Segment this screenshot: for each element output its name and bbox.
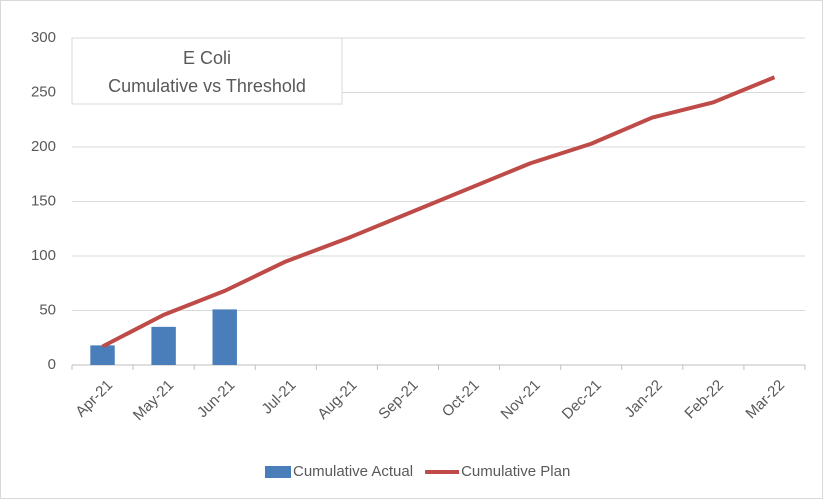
bar [212, 309, 237, 365]
y-tick-label: 0 [48, 356, 56, 373]
y-tick-label: 50 [39, 301, 56, 318]
y-tick-label: 200 [31, 138, 56, 155]
y-tick-label: 300 [31, 29, 56, 46]
y-tick-label: 150 [31, 192, 56, 209]
legend-label: Cumulative Actual [293, 463, 413, 480]
bar [151, 326, 176, 365]
chart-subtitle: Cumulative vs Threshold [108, 76, 306, 96]
line [101, 75, 776, 349]
legend-label: Cumulative Plan [461, 463, 570, 480]
chart-title: E Coli [183, 48, 231, 68]
title-box [71, 37, 343, 105]
legend-swatch [265, 466, 291, 478]
y-tick-label: 100 [31, 247, 56, 264]
bar [90, 345, 115, 365]
y-tick-label: 250 [31, 83, 56, 100]
